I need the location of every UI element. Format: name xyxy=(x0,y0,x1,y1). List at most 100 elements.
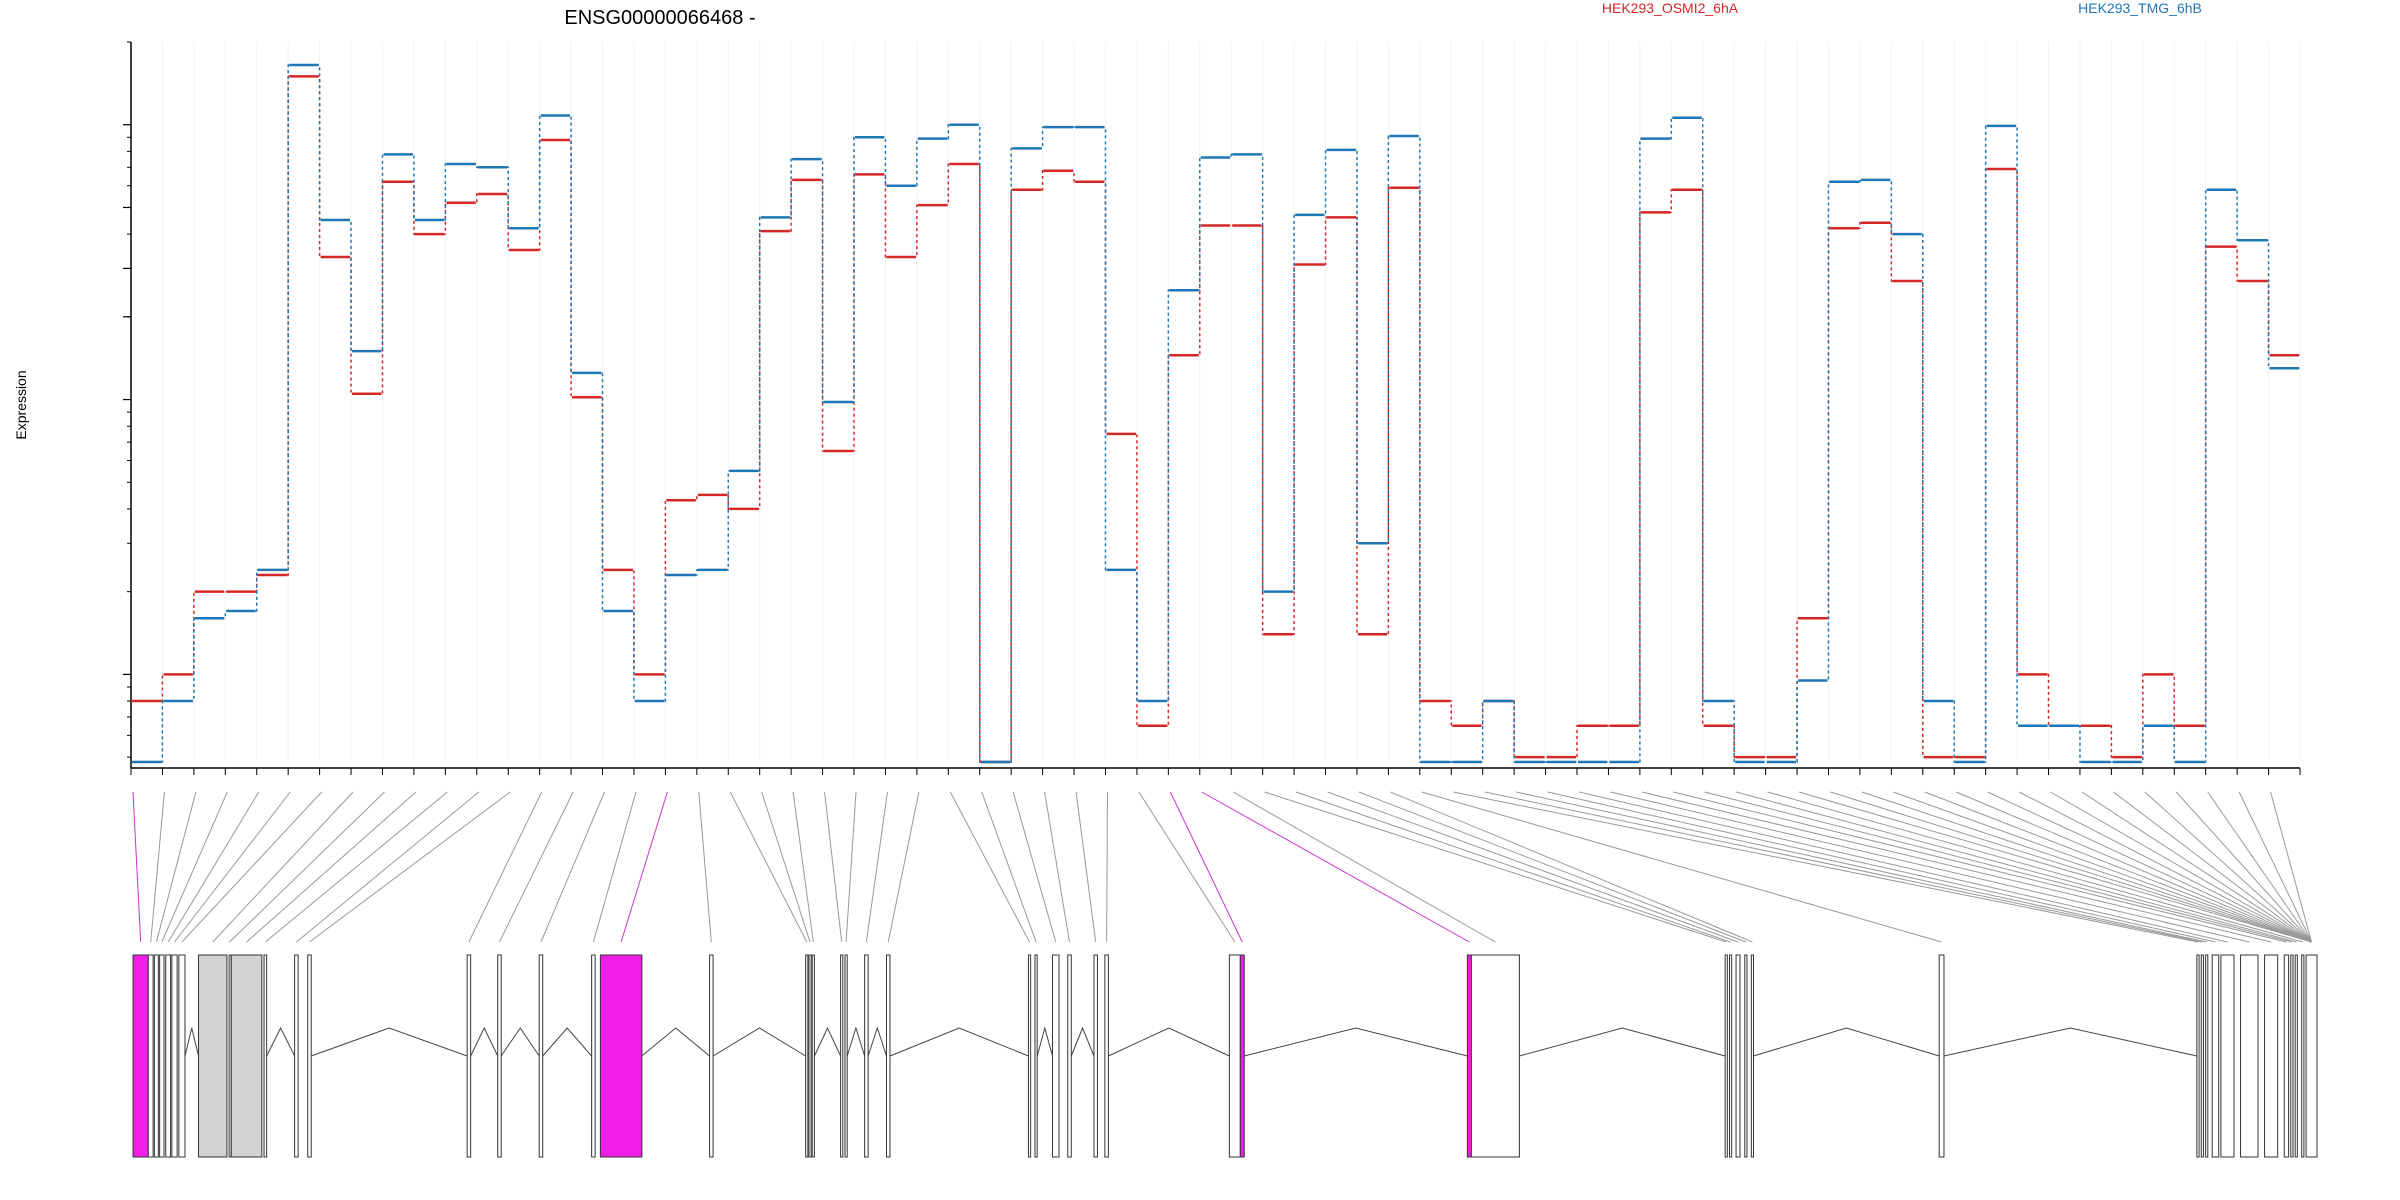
series-line-osmi2 xyxy=(131,75,2300,763)
exon-connector xyxy=(1390,791,1753,943)
exon-block xyxy=(2220,954,2235,1158)
exon-block xyxy=(1034,954,1038,1158)
exon-connector xyxy=(1798,791,2312,943)
exon-connector xyxy=(1861,791,2312,943)
exon-connector xyxy=(1704,791,2293,943)
intron-line xyxy=(1070,1026,1095,1057)
exon-block xyxy=(178,954,186,1158)
intron-line xyxy=(1943,1027,2197,1057)
exon-connector xyxy=(592,791,637,943)
exon-connector xyxy=(167,791,260,943)
intron-line xyxy=(1519,1027,1726,1057)
intron-line xyxy=(846,1026,866,1057)
exon-connector xyxy=(1012,791,1057,943)
exon-block xyxy=(198,954,228,1158)
exon-block-highlight xyxy=(1239,954,1245,1158)
exon-connector xyxy=(1264,791,1727,943)
exon-block xyxy=(159,954,165,1158)
intron-line xyxy=(311,1027,468,1057)
exon-connector xyxy=(246,791,417,943)
exon-connector xyxy=(1893,791,2312,943)
exon-connector xyxy=(265,791,448,943)
intron-line xyxy=(1108,1027,1230,1057)
exon-block xyxy=(1729,954,1733,1158)
exon-block xyxy=(2240,954,2259,1158)
exon-connector xyxy=(155,791,197,943)
exon-block xyxy=(885,954,891,1158)
exon-connector xyxy=(1106,791,1108,943)
exon-block xyxy=(2205,954,2209,1158)
exon-connector xyxy=(824,791,843,943)
exon-connector xyxy=(1956,791,2312,943)
exon-block xyxy=(153,954,159,1158)
exon-block xyxy=(230,954,263,1158)
exon-block xyxy=(1051,954,1060,1158)
exon-connector xyxy=(729,791,808,943)
exon-block xyxy=(808,954,812,1158)
y-axis-label: Expression xyxy=(13,370,29,439)
exon-connector xyxy=(181,791,322,943)
exon-block xyxy=(538,954,544,1158)
exon-connector xyxy=(1232,791,1496,943)
intron-line xyxy=(470,1026,499,1057)
legend-entry-osmi2: HEK293_OSMI2_6hA xyxy=(1602,0,1739,16)
exon-connector xyxy=(1138,791,1236,943)
x-axis xyxy=(130,767,2301,775)
exon-block xyxy=(1735,954,1741,1158)
intron-line xyxy=(1244,1027,1468,1057)
exon-connector xyxy=(2270,791,2313,943)
exon-connector xyxy=(1924,791,2312,943)
exon-block xyxy=(840,954,844,1158)
exon-connector xyxy=(161,791,228,943)
exon-connector xyxy=(1295,791,1731,943)
exon-block xyxy=(1724,954,1728,1158)
exon-connector xyxy=(1641,791,2272,943)
exon-block xyxy=(1027,954,1032,1158)
exon-connector xyxy=(1767,791,2303,943)
exon-connector xyxy=(540,791,605,943)
gene-structure xyxy=(132,954,2318,1158)
exon-connector xyxy=(212,791,354,943)
exon-connector xyxy=(1547,791,2216,943)
exon-connector xyxy=(2238,791,2312,943)
exon-block xyxy=(2211,954,2220,1158)
exon-connector xyxy=(468,791,543,943)
exon-block xyxy=(497,954,502,1158)
exon-block xyxy=(811,954,815,1158)
exon-block xyxy=(1470,954,1520,1158)
exon-connector xyxy=(845,791,857,943)
exon-connector xyxy=(2018,791,2312,943)
exon-block xyxy=(2301,954,2305,1158)
exon-connector xyxy=(792,791,814,943)
series-line-tmg xyxy=(131,64,2300,763)
exon-connector xyxy=(1736,791,2297,943)
intron-line xyxy=(542,1027,593,1057)
exon-block xyxy=(709,954,714,1158)
exon-connector xyxy=(150,791,165,943)
exon-connector xyxy=(2144,791,2312,943)
exon-connector xyxy=(887,791,920,943)
exon-block xyxy=(171,954,178,1158)
exon-block xyxy=(2196,954,2200,1158)
exon-connector xyxy=(1044,791,1070,943)
intron-line xyxy=(813,1026,842,1057)
exon-block xyxy=(805,954,809,1158)
exon-connector xyxy=(309,791,511,943)
exon-connector xyxy=(949,791,1030,943)
exon-block xyxy=(147,954,154,1158)
intron-line xyxy=(1036,1026,1053,1057)
exon-connector xyxy=(981,791,1037,943)
gridlines xyxy=(130,42,2301,762)
exon-connector xyxy=(620,791,668,943)
exon-connector xyxy=(1578,791,2228,943)
exon-connector xyxy=(1075,791,1097,943)
exon-block xyxy=(294,954,299,1158)
exon-block xyxy=(1938,954,1945,1158)
exon-block xyxy=(844,954,848,1158)
exon-connector xyxy=(174,791,291,943)
exon-block xyxy=(1750,954,1755,1158)
exon-block xyxy=(2264,954,2279,1158)
intron-line xyxy=(641,1027,710,1057)
series-lines xyxy=(131,63,2300,764)
intron-line xyxy=(889,1027,1029,1057)
